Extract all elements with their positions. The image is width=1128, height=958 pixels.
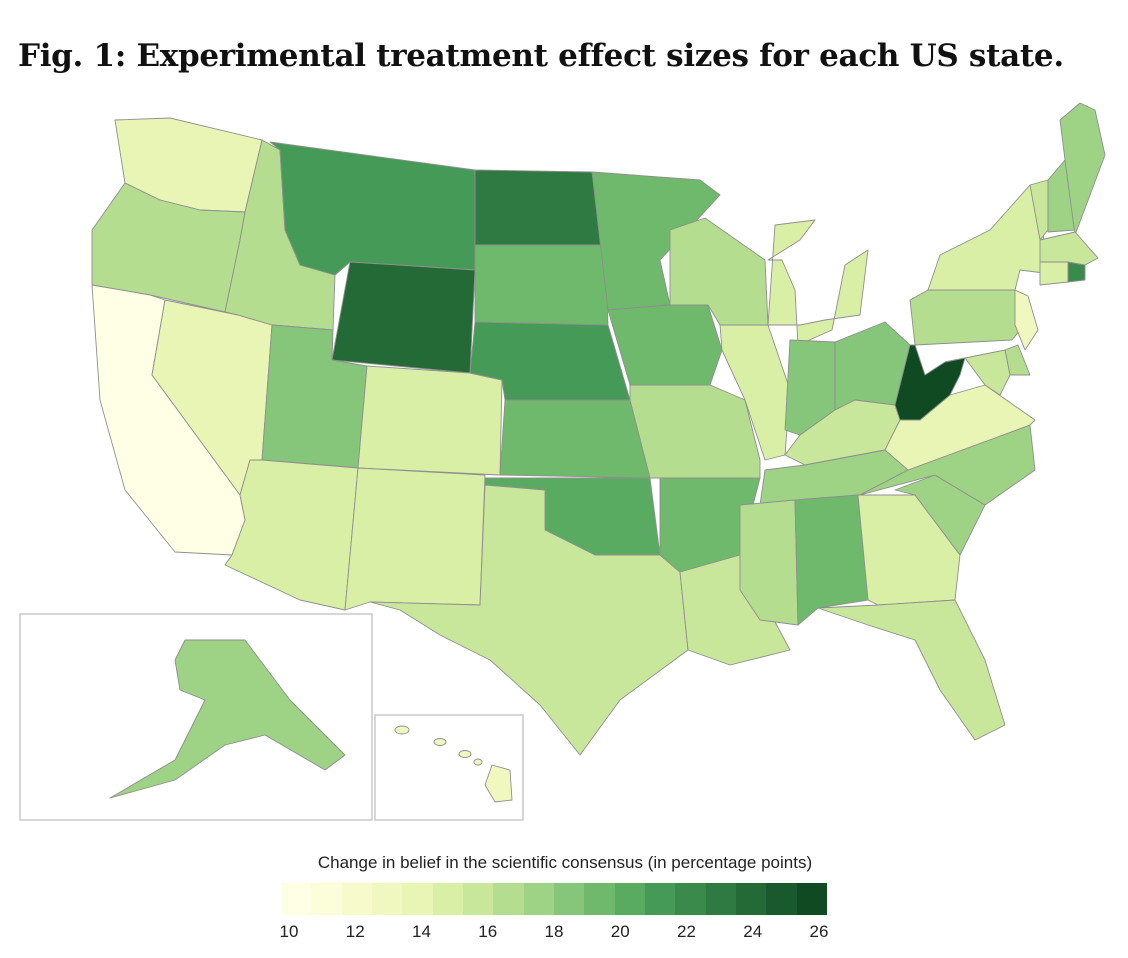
state-connecticut bbox=[1039, 261, 1069, 286]
legend-swatch bbox=[371, 883, 403, 915]
legend-swatch bbox=[432, 883, 463, 915]
legend-swatch bbox=[311, 883, 342, 915]
state-michigan bbox=[767, 219, 869, 346]
state-maryland bbox=[944, 349, 1011, 396]
legend-tick-label: 14 bbox=[412, 922, 431, 941]
states-layer bbox=[91, 102, 1106, 756]
state-new-mexico bbox=[344, 467, 486, 611]
inset-layer bbox=[109, 639, 513, 803]
state-mississippi bbox=[739, 499, 799, 626]
state-alaska bbox=[109, 639, 346, 799]
legend-title: Change in belief in the scientific conse… bbox=[317, 853, 813, 872]
state-iowa bbox=[607, 304, 723, 386]
legend-swatch bbox=[766, 883, 797, 915]
legend-swatch bbox=[523, 883, 554, 915]
state-wyoming bbox=[331, 261, 476, 374]
legend-swatch bbox=[553, 883, 585, 915]
legend-swatch bbox=[462, 883, 494, 915]
state-florida bbox=[817, 599, 1006, 741]
legend-tick-label: 20 bbox=[610, 922, 630, 941]
figure-title: Fig. 1: Experimental treatment effect si… bbox=[18, 38, 1064, 74]
legend-tick-label: 18 bbox=[544, 922, 564, 941]
legend-swatch bbox=[675, 883, 706, 915]
state-arizona bbox=[224, 459, 359, 611]
state-colorado bbox=[357, 365, 503, 476]
state-pennsylvania bbox=[909, 289, 1029, 346]
legend-swatch bbox=[644, 883, 676, 915]
legend-swatch bbox=[493, 883, 524, 915]
legend-swatch bbox=[402, 883, 433, 915]
legend-tick-label: 12 bbox=[345, 922, 365, 941]
legend-swatch bbox=[735, 883, 767, 915]
hawaii-island-4 bbox=[473, 758, 483, 766]
hawaii-island-1 bbox=[394, 725, 410, 735]
state-rhode-island bbox=[1067, 261, 1086, 283]
state-alabama bbox=[794, 494, 869, 626]
legend-tick-labels: 10 12 14 16 18 20 22 24 26 bbox=[279, 922, 829, 946]
state-massachusetts bbox=[1039, 231, 1099, 266]
hawaii-island-3 bbox=[458, 750, 472, 758]
state-montana bbox=[269, 141, 476, 276]
legend-swatch bbox=[705, 883, 736, 915]
state-illinois bbox=[719, 324, 791, 461]
legend-tick-label: 24 bbox=[743, 922, 763, 941]
legend-tick-label: 16 bbox=[478, 922, 498, 941]
state-south-carolina bbox=[894, 474, 986, 556]
state-maine bbox=[1059, 102, 1106, 236]
state-new-jersey bbox=[1014, 289, 1039, 351]
legend-color-bar bbox=[281, 883, 827, 915]
state-north-dakota bbox=[474, 169, 606, 246]
legend-swatch bbox=[796, 883, 827, 915]
state-south-dakota bbox=[474, 244, 609, 326]
legend-swatch bbox=[341, 883, 372, 915]
state-missouri bbox=[629, 384, 761, 479]
hawaii-island-2 bbox=[433, 738, 447, 746]
legend-tick-label: 26 bbox=[809, 922, 829, 941]
state-kansas bbox=[499, 399, 651, 479]
legend-swatch bbox=[584, 883, 615, 915]
legend-tick-label: 22 bbox=[677, 922, 696, 941]
legend-swatch bbox=[281, 883, 312, 915]
legend-swatch bbox=[614, 883, 645, 915]
legend-tick-label: 10 bbox=[279, 922, 299, 941]
state-hawaii bbox=[484, 764, 513, 803]
